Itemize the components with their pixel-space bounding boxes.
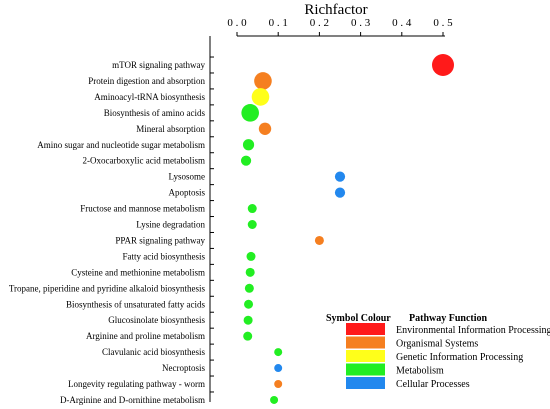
y-category-label: Lysosome	[168, 172, 205, 182]
legend-swatch	[346, 377, 385, 389]
y-category-label: Arginine and proline metabolism	[86, 331, 205, 341]
data-point	[254, 72, 272, 90]
x-tick-label: 0 . 5	[433, 17, 453, 29]
x-tick-label: 0 . 2	[310, 17, 329, 29]
y-category-label: Amino sugar and nucleotide sugar metabol…	[37, 140, 205, 150]
y-category-label: Apoptosis	[168, 188, 205, 198]
x-tick-label: 0 . 1	[269, 17, 288, 29]
y-axis: mTOR signaling pathway Protein digestion …	[9, 36, 214, 405]
data-point	[244, 299, 254, 309]
legend: Symbol Colour Pathway Function Environme…	[326, 313, 550, 390]
x-axis-title: Richfactor	[304, 2, 367, 18]
x-tick-label: 0 . 0	[227, 17, 247, 29]
y-category-label: Clavulanic acid biosynthesis	[102, 347, 205, 357]
data-point	[245, 267, 255, 277]
data-point	[314, 235, 324, 245]
y-category-label: Protein digestion and absorption	[88, 76, 205, 86]
y-category-label: Aminoacyl-tRNA biosynthesis	[94, 92, 205, 102]
legend-swatch	[346, 336, 385, 349]
x-axis: 0 . 0 0 . 1 0 . 2 0 . 3 0 . 4 0 . 5	[227, 17, 453, 37]
data-point	[432, 54, 454, 76]
x-tick-label: 0 . 3	[351, 17, 371, 29]
legend-label: Genetic Information Processing	[396, 352, 523, 363]
data-point	[243, 315, 253, 325]
y-category-label: Necroptosis	[162, 363, 205, 373]
legend-label: Environmental Information Processing	[396, 325, 550, 336]
legend-header-function: Pathway Function	[409, 313, 488, 324]
legend-swatch	[346, 350, 385, 362]
legend-label: Metabolism	[396, 366, 444, 377]
legend-label: Cellular Processes	[396, 379, 470, 390]
data-point	[258, 122, 272, 135]
y-category-label: Longevity regulating pathway - worm	[68, 379, 205, 389]
data-point	[334, 187, 346, 198]
y-category-label: Cysteine and methionine metabolism	[71, 267, 205, 277]
y-category-label: Glucosinolate biosynthesis	[108, 315, 205, 325]
data-point	[274, 348, 283, 357]
data-point	[243, 331, 253, 341]
data-point	[240, 155, 252, 166]
data-point	[251, 88, 270, 106]
data-point	[247, 204, 257, 214]
y-category-label: Biosynthesis of unsaturated fatty acids	[66, 299, 205, 309]
y-category-label: Mineral absorption	[136, 124, 205, 134]
legend-label: Organismal Systems	[396, 339, 478, 350]
y-category-label: 2-Oxocarboxylic acid metabolism	[83, 156, 205, 166]
y-category-label: Fatty acid biosynthesis	[123, 251, 206, 261]
data-point	[241, 104, 259, 122]
y-category-label: mTOR signaling pathway	[112, 60, 205, 70]
data-point	[274, 364, 283, 373]
y-category-label: Fructose and mannose metabolism	[80, 204, 205, 214]
data-point	[274, 380, 283, 388]
legend-header-symbol: Symbol Colour	[326, 313, 391, 324]
y-category-label: PPAR signaling pathway	[115, 235, 205, 245]
data-point	[270, 395, 279, 404]
data-point	[242, 139, 255, 151]
data-point	[247, 220, 257, 229]
legend-entries: Environmental Information Processing Orga…	[346, 323, 550, 390]
y-category-label: Lysine degradation	[136, 220, 205, 230]
legend-swatch	[346, 363, 385, 376]
y-category-label: Biosynthesis of amino acids	[104, 108, 206, 118]
y-category-label: Tropane, piperidine and pyridine alkaloi…	[9, 283, 206, 293]
data-points	[240, 54, 454, 404]
legend-swatch	[346, 323, 385, 335]
x-tick-label: 0 . 4	[392, 17, 412, 29]
data-point	[334, 171, 346, 182]
data-point	[244, 283, 254, 293]
data-point	[246, 251, 256, 261]
y-category-label: D-Arginine and D-ornithine metabolism	[60, 395, 205, 405]
